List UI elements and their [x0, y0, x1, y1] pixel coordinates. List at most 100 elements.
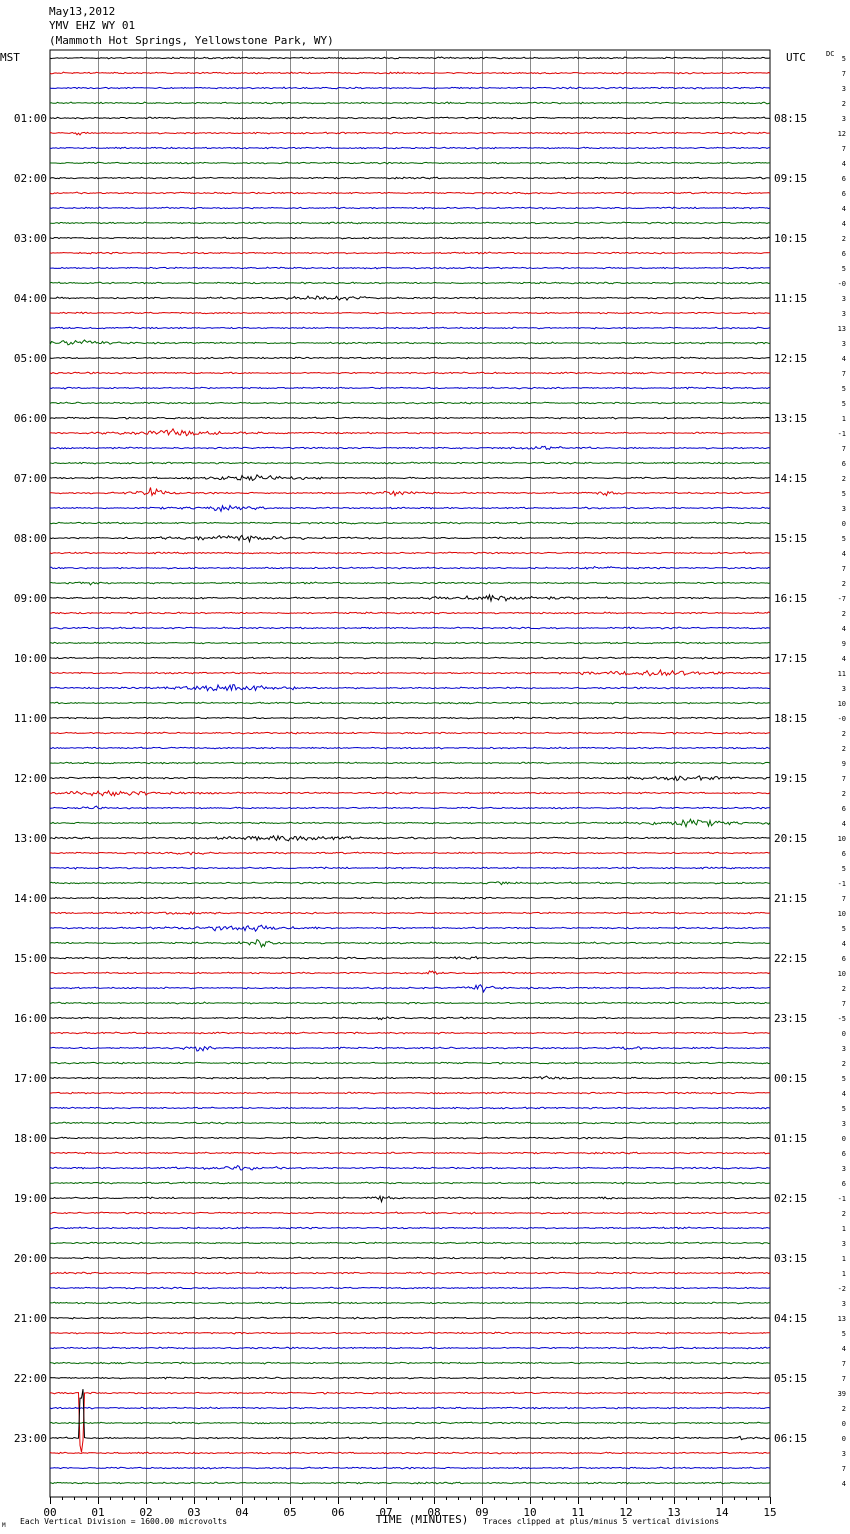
dc-value: 13 — [838, 1315, 846, 1323]
dc-value: 3 — [842, 85, 846, 93]
x-tick-label: 08 — [427, 1506, 440, 1519]
dc-value: -1 — [838, 1195, 846, 1203]
seismic-trace — [49, 386, 771, 390]
seismic-trace — [49, 581, 771, 586]
dc-value: 2 — [842, 610, 846, 618]
seismic-trace — [49, 401, 771, 405]
dc-value: 4 — [842, 205, 846, 213]
utc-hour-label: 23:15 — [774, 1012, 807, 1025]
seismic-trace — [49, 1151, 771, 1155]
dc-value: 1 — [842, 415, 846, 423]
utc-hour-label: 05:15 — [774, 1372, 807, 1385]
mst-hour-label: 23:00 — [14, 1432, 47, 1445]
dc-value: 0 — [842, 520, 846, 528]
utc-hour-label: 13:15 — [774, 412, 807, 425]
dc-value: 10 — [838, 700, 846, 708]
utc-hour-label: 12:15 — [774, 352, 807, 365]
seismic-trace — [49, 1389, 771, 1441]
dc-value: 3 — [842, 115, 846, 123]
seismic-trace — [49, 656, 771, 660]
seismic-trace — [49, 1001, 771, 1005]
dc-value: 7 — [842, 1375, 846, 1383]
dc-value: 5 — [842, 55, 846, 63]
dc-value: 7 — [842, 445, 846, 453]
seismic-trace — [49, 626, 771, 630]
seismic-trace — [49, 281, 771, 285]
seismic-trace — [49, 761, 771, 765]
dc-value: 10 — [838, 970, 846, 978]
seismic-trace — [49, 427, 770, 437]
dc-value: 7 — [842, 370, 846, 378]
dc-value: 9 — [842, 640, 846, 648]
station-code: YMV EHZ WY 01 — [49, 19, 136, 32]
seismic-trace — [50, 565, 771, 570]
seismic-trace — [49, 1136, 771, 1140]
seismic-trace — [49, 191, 771, 195]
dc-value: 12 — [838, 130, 846, 138]
mst-hour-label: 11:00 — [14, 712, 47, 725]
dc-value: 4 — [842, 1345, 846, 1353]
dc-value: 3 — [842, 685, 846, 693]
seismic-trace — [49, 1181, 771, 1185]
seismic-trace — [49, 521, 771, 525]
dc-value: 1 — [842, 1270, 846, 1278]
dc-value: 5 — [842, 400, 846, 408]
dc-value: 5 — [842, 265, 846, 273]
seismic-trace — [49, 1016, 771, 1021]
x-tick-label: 13 — [667, 1506, 680, 1519]
dc-value: -7 — [838, 595, 846, 603]
dc-value: 4 — [842, 160, 846, 168]
utc-hour-label: 01:15 — [774, 1132, 807, 1145]
dc-value: 6 — [842, 250, 846, 258]
seismic-trace — [49, 416, 771, 420]
seismic-trace — [49, 1256, 771, 1260]
seismic-trace — [49, 1346, 771, 1350]
mst-hour-label: 04:00 — [14, 292, 47, 305]
seismic-trace — [49, 851, 771, 856]
seismic-trace — [49, 716, 771, 720]
dc-value: 3 — [842, 1450, 846, 1458]
dc-value: 7 — [842, 775, 846, 783]
seismic-trace — [49, 983, 770, 994]
seismic-trace — [49, 1286, 771, 1290]
seismic-trace — [49, 1241, 771, 1245]
seismic-trace — [49, 1406, 771, 1410]
mst-hour-label: 14:00 — [14, 892, 47, 905]
seismic-trace — [49, 611, 771, 615]
seismic-trace — [49, 731, 771, 735]
dc-value: -1 — [838, 880, 846, 888]
mst-hour-label: 18:00 — [14, 1132, 47, 1145]
dc-value: -0 — [838, 280, 846, 288]
dc-value: 5 — [842, 1330, 846, 1338]
seismic-trace — [49, 866, 771, 870]
seismic-trace — [49, 896, 771, 900]
utc-hour-label: 02:15 — [774, 1192, 807, 1205]
x-tick-label: 14 — [715, 1506, 729, 1519]
x-axis-title: TIME (MINUTES) — [376, 1513, 469, 1526]
mst-hour-label: 12:00 — [14, 772, 47, 785]
seismic-trace — [49, 461, 771, 465]
x-tick-label: 05 — [283, 1506, 296, 1519]
x-tick-label: 10 — [523, 1506, 536, 1519]
mst-axis-title: MST — [0, 51, 20, 64]
dc-value: 3 — [842, 310, 846, 318]
dc-value: 5 — [842, 490, 846, 498]
dc-value: 1 — [842, 1225, 846, 1233]
dc-value: -2 — [838, 1285, 846, 1293]
dc-value: 5 — [842, 385, 846, 393]
dc-value: 2 — [842, 580, 846, 588]
seismic-trace — [49, 970, 771, 976]
seismic-trace — [49, 1164, 770, 1171]
seismic-trace — [49, 1451, 771, 1455]
x-tick-label: 11 — [571, 1506, 584, 1519]
dc-value: 3 — [842, 340, 846, 348]
mst-hour-label: 05:00 — [14, 352, 47, 365]
seismic-trace — [49, 251, 771, 255]
dc-value: 6 — [842, 190, 846, 198]
seismic-trace — [49, 1106, 771, 1110]
mst-hour-label: 22:00 — [14, 1372, 47, 1385]
seismic-trace — [49, 910, 771, 916]
x-tick-label: 04 — [235, 1506, 249, 1519]
mst-hour-label: 10:00 — [14, 652, 47, 665]
dc-value: 11 — [838, 670, 846, 678]
